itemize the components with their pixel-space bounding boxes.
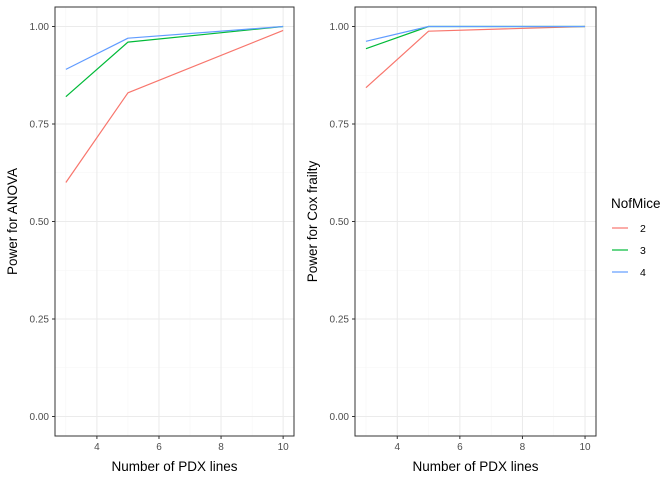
series-line-3 <box>65 25 284 98</box>
x-tick-label: 4 <box>94 442 100 453</box>
y-tick-label: 0.75 <box>30 120 50 131</box>
x-tick-label: 6 <box>156 442 162 453</box>
series-line-2 <box>65 29 284 183</box>
y-tick-label: 0.50 <box>30 217 50 228</box>
y-tick-label: 1.00 <box>330 22 350 33</box>
legend-label-3: 3 <box>640 245 646 257</box>
y-tick-label: 0.75 <box>330 120 350 131</box>
cox-frailty-panel: 0.00 0.25 0.50 0.75 1.00 4 6 8 10 Number of PDX l… <box>305 6 597 474</box>
y-tick-label: 0.25 <box>30 315 50 326</box>
legend: NofMice 2 3 4 <box>611 196 661 279</box>
legend-item: 4 <box>612 267 646 279</box>
x-tick-label: 6 <box>457 442 463 453</box>
y-tick-label: 0.25 <box>330 315 350 326</box>
legend-title: NofMice <box>611 196 661 211</box>
series-line-4 <box>365 25 586 42</box>
y-tick-label: 1.00 <box>30 22 50 33</box>
legend-label-2: 2 <box>640 223 646 235</box>
y-tick-label: 0.50 <box>330 217 350 228</box>
series-line-4 <box>65 25 284 70</box>
anova-panel: 0.00 0.25 0.50 0.75 1.00 4 6 8 10 Number of PDX l… <box>5 6 295 474</box>
x-tick-label: 8 <box>218 442 224 453</box>
legend-item: 3 <box>612 245 646 257</box>
x-tick-label: 8 <box>520 442 526 453</box>
anova-y-axis-title: Power for ANOVA <box>5 168 20 275</box>
y-tick-label: 0.00 <box>330 412 350 423</box>
x-tick-label: 10 <box>278 442 290 453</box>
series-line-2 <box>365 25 586 89</box>
cox-x-axis-title: Number of PDX lines <box>412 459 538 474</box>
cox-y-axis-title: Power for Cox frailty <box>305 160 320 282</box>
y-tick-label: 0.00 <box>30 412 50 423</box>
legend-label-4: 4 <box>640 267 646 279</box>
x-tick-label: 10 <box>579 442 591 453</box>
anova-x-axis-title: Number of PDX lines <box>111 459 237 474</box>
x-tick-label: 4 <box>394 442 400 453</box>
legend-item: 2 <box>612 223 646 235</box>
